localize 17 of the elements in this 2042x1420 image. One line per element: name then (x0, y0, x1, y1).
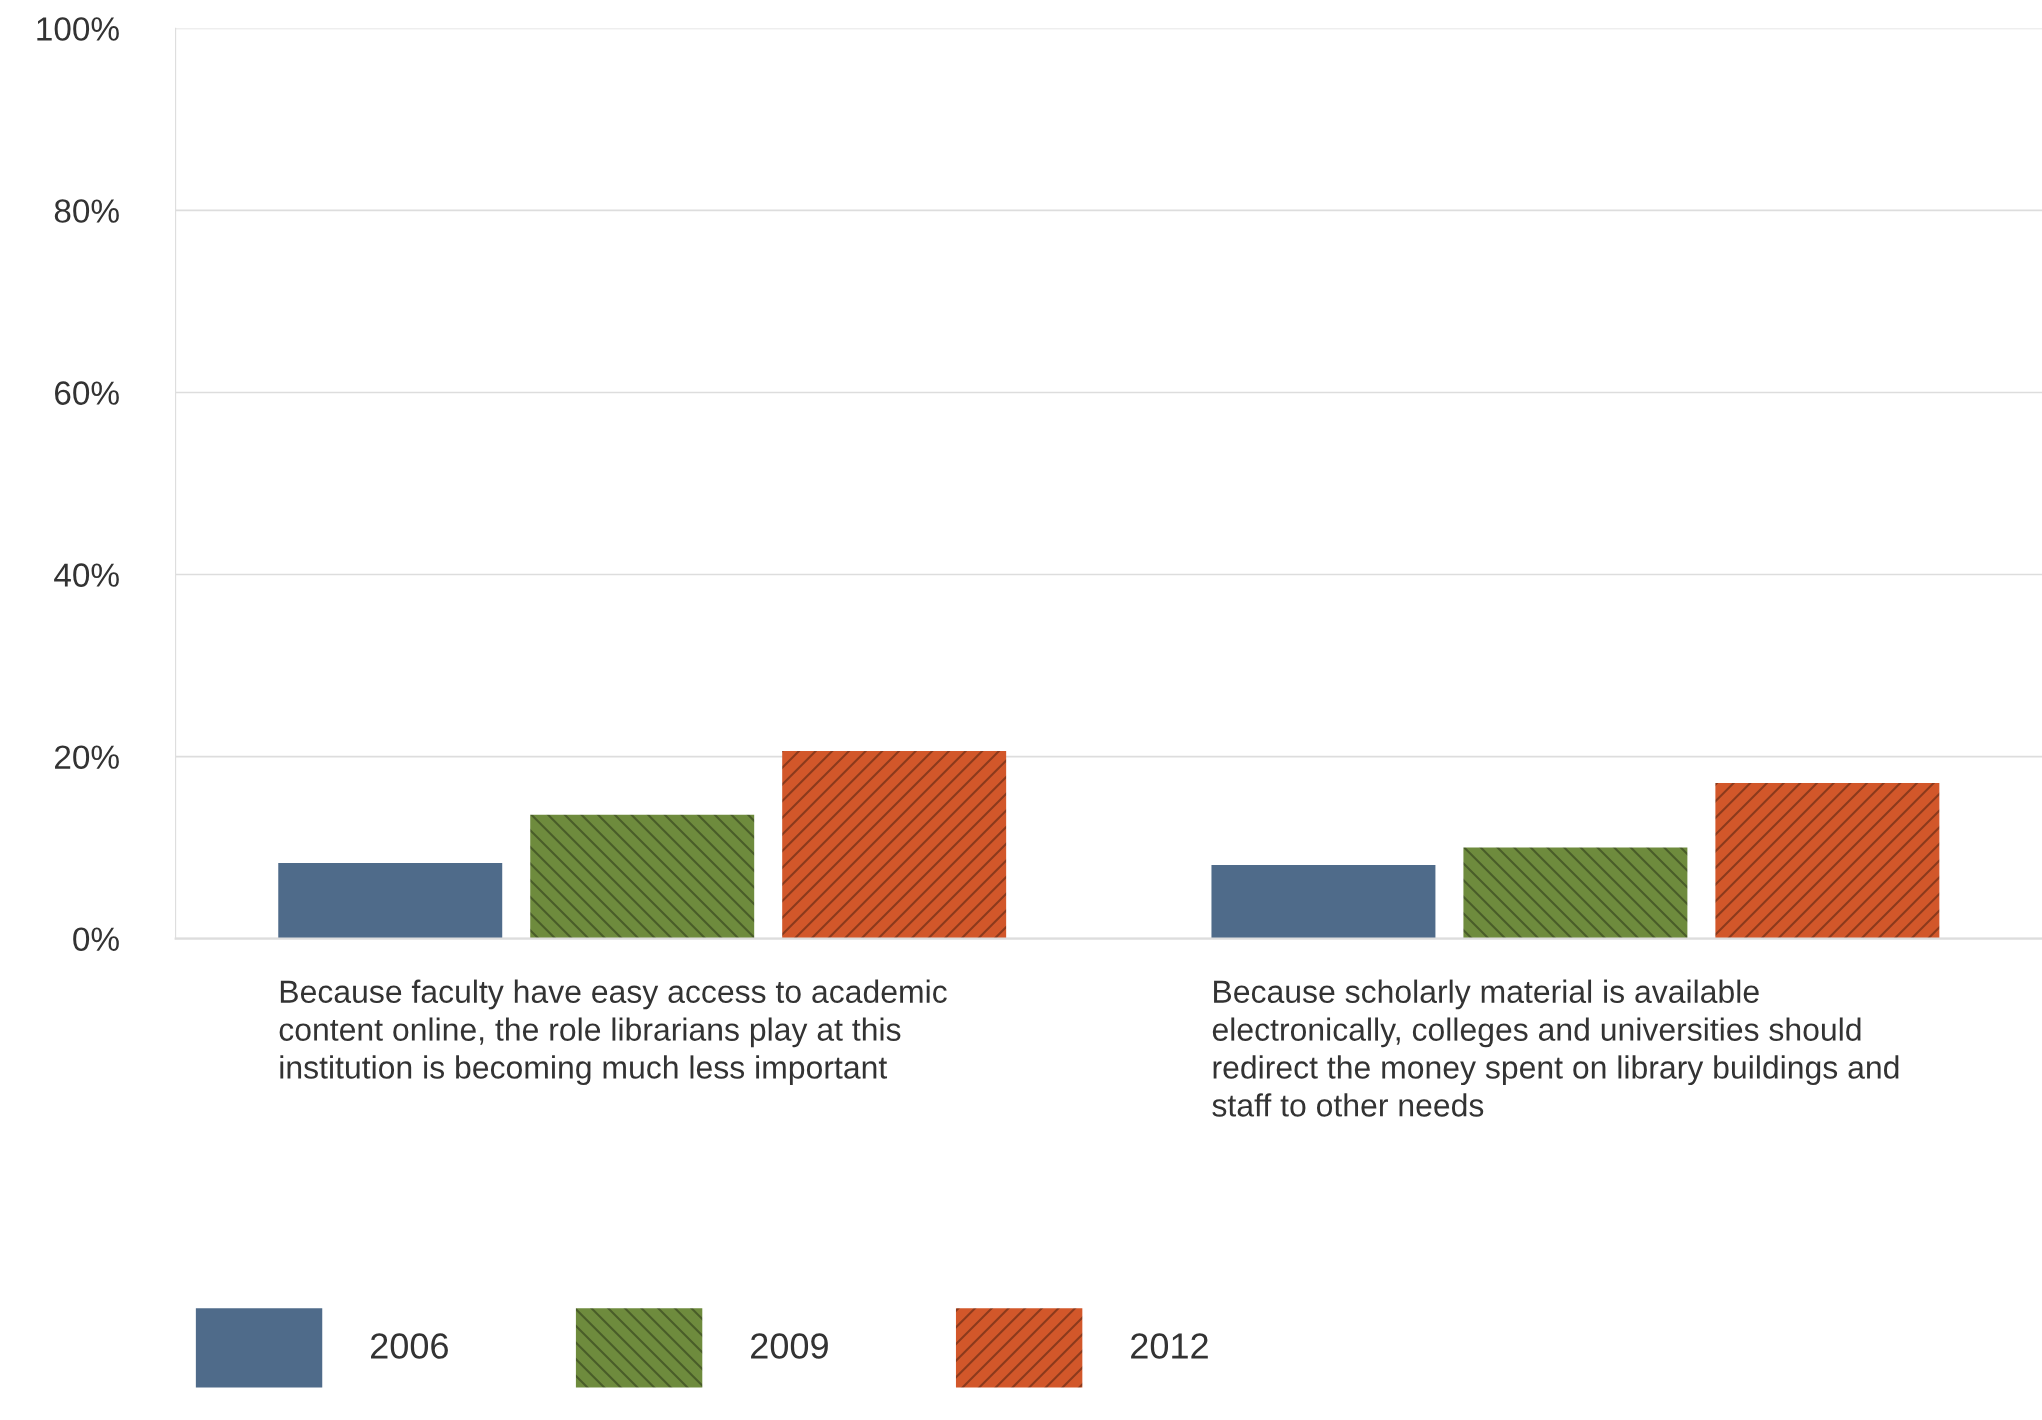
bar (278, 863, 503, 939)
legend-label: 2006 (371, 1333, 448, 1359)
x-tick-label: Because faculty have easy access to academic content online, the role librarians play at this institution is becoming much less important (279, 979, 947, 1086)
y-tick-label: 80% (54, 199, 119, 223)
y-tick-label: 40% (54, 563, 119, 587)
bar (1463, 847, 1688, 939)
x-tick-label: Because scholarly material is available electronically, colleges and universities should redirect the money spent on library buildings and staff to other needs (1212, 979, 1899, 1117)
legend-label: 2009 (751, 1333, 828, 1359)
y-tick-label: 20% (55, 745, 119, 769)
bar (1211, 864, 1436, 939)
bar (530, 814, 755, 939)
bar (1715, 782, 1940, 939)
y-tick-label: 60% (55, 381, 119, 405)
legend-label: 2012 (1131, 1333, 1208, 1359)
y-tick-label: 100% (37, 17, 119, 41)
bar (782, 751, 1007, 939)
y-tick-label: 0% (73, 927, 119, 952)
